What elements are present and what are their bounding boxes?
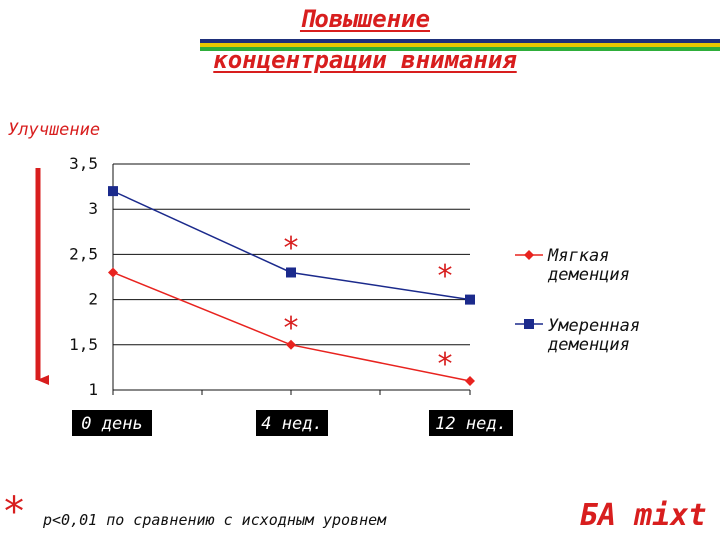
legend-mild-line2: деменция (548, 265, 630, 285)
significance-star: * (284, 231, 299, 266)
y-tick-label: 2 (88, 290, 98, 309)
legend-label-mild: Мягкая деменция (548, 247, 630, 285)
footnote-text: p<0,01 по сравнению с исходным уровнем (43, 511, 387, 529)
y-tick-label: 3 (88, 199, 98, 218)
y-axis-label: Улучшение (8, 120, 101, 140)
y-tick-label: 2,5 (69, 244, 98, 263)
significance-star: * (438, 259, 453, 294)
x-tick-label: 4 нед. (261, 414, 322, 434)
y-tick-label: 1 (88, 380, 98, 399)
legend-marker-moderate (524, 319, 534, 329)
x-tick-label-bg (256, 410, 328, 436)
footnote-star: * (2, 489, 27, 535)
stripe-yellow (200, 43, 720, 47)
data-point (465, 375, 475, 386)
brand-label: БА mixt (580, 498, 707, 533)
y-tick-label: 1,5 (69, 335, 98, 354)
chart-title-line2: концентрации внимания (213, 46, 517, 74)
stripe-blue (200, 39, 720, 43)
legend-mild-line1: Мягкая (548, 246, 610, 266)
data-point (286, 267, 296, 278)
legend-marker-mild (524, 250, 534, 260)
data-point (286, 339, 296, 350)
chart-title-line1: Повышение (299, 5, 431, 33)
stripe-green (200, 47, 720, 51)
x-tick-label-bg (429, 410, 513, 436)
data-point (108, 186, 118, 197)
x-tick-label-bg (72, 410, 152, 436)
legend-label-moderate: Умеренная деменция (548, 317, 640, 355)
significance-star: * (284, 311, 299, 346)
data-point (465, 294, 475, 305)
y-tick-label: 3,5 (69, 154, 98, 173)
legend-moderate-line2: деменция (548, 335, 630, 355)
legend-moderate-line1: Умеренная (548, 316, 641, 336)
x-tick-label: 12 нед. (435, 414, 507, 434)
x-tick-label: 0 день (81, 414, 142, 434)
significance-star: * (438, 347, 453, 382)
data-point (108, 267, 118, 278)
